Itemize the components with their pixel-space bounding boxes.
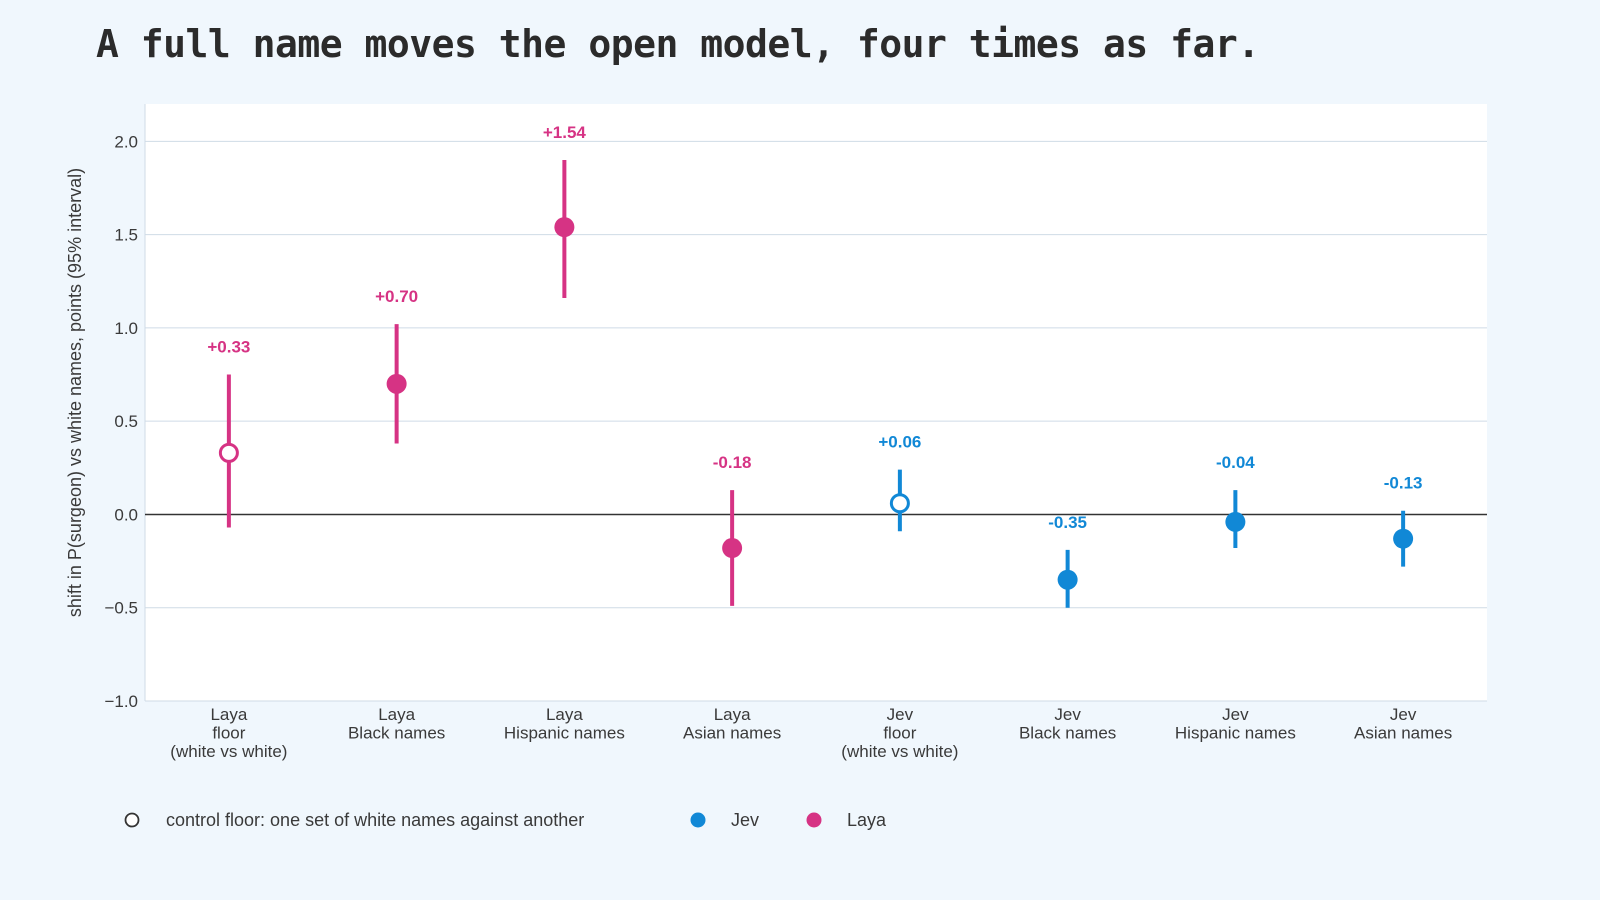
- x-tick-label-line: Jev: [1222, 705, 1249, 724]
- data-label: -0.04: [1216, 453, 1255, 472]
- x-tick-label-line: Asian names: [683, 724, 781, 743]
- x-tick-label-line: Laya: [210, 705, 247, 724]
- x-tick-label: Jev Black names: [1019, 705, 1116, 743]
- y-tick-label: −0.5: [104, 599, 138, 618]
- x-tick-label-line: floor: [212, 724, 245, 743]
- legend-marker-jev: [690, 812, 706, 828]
- x-tick-label-line: Laya: [714, 705, 751, 724]
- y-tick-label: −1.0: [104, 692, 138, 711]
- y-tick-label: 1.5: [114, 226, 138, 245]
- legend-label: Jev: [731, 810, 759, 830]
- data-label: +0.70: [375, 287, 418, 306]
- x-tick-label: Laya Black names: [348, 705, 445, 743]
- x-tick-label-line: Black names: [348, 724, 445, 743]
- data-label: +0.06: [878, 433, 921, 452]
- point-marker: [554, 217, 575, 238]
- y-tick-label: 1.0: [114, 319, 138, 338]
- x-tick-label-line: Laya: [378, 705, 415, 724]
- legend-marker-laya: [806, 812, 822, 828]
- x-tick-label: Laya floor (white vs white): [170, 705, 287, 761]
- legend-label: control floor: one set of white names ag…: [166, 810, 584, 830]
- data-label: +1.54: [543, 123, 587, 142]
- x-tick-label-line: floor: [883, 724, 916, 743]
- point-marker-control: [218, 442, 239, 463]
- point-marker: [1057, 569, 1078, 590]
- x-tick-label-line: Jev: [1054, 705, 1081, 724]
- point-marker: [722, 538, 743, 559]
- point-marker: [1393, 528, 1414, 549]
- x-tick-label-line: (white vs white): [841, 742, 958, 761]
- plot-area: [145, 104, 1487, 701]
- x-tick-label: Laya Asian names: [683, 705, 781, 743]
- x-tick-label: Laya Hispanic names: [504, 705, 625, 743]
- x-tick-label: Jev Hispanic names: [1175, 705, 1296, 743]
- x-tick-label-line: Hispanic names: [1175, 724, 1296, 743]
- x-tick-label-line: Hispanic names: [504, 724, 625, 743]
- data-label: -0.35: [1048, 513, 1087, 532]
- y-tick-label: 0.0: [114, 505, 138, 524]
- point-marker: [1225, 511, 1246, 532]
- x-tick-label-line: Laya: [546, 705, 583, 724]
- x-tick-label-line: (white vs white): [170, 742, 287, 761]
- point-marker-control: [889, 493, 910, 514]
- y-axis-title: shift in P(surgeon) vs white names, poin…: [65, 168, 85, 617]
- point-marker: [386, 373, 407, 394]
- x-tick-label-line: Jev: [1390, 705, 1417, 724]
- x-tick-label-line: Black names: [1019, 724, 1116, 743]
- x-tick-label-line: Asian names: [1354, 724, 1452, 743]
- data-label: -0.18: [713, 453, 752, 472]
- y-tick-label: 0.5: [114, 412, 138, 431]
- data-label: +0.33: [207, 338, 250, 357]
- x-tick-label: Jev floor (white vs white): [841, 705, 958, 761]
- legend-marker-control: [124, 812, 140, 828]
- chart-title: A full name moves the open model, four t…: [96, 22, 1260, 66]
- legend-label: Laya: [847, 810, 887, 830]
- data-label: -0.13: [1384, 474, 1423, 493]
- y-tick-label: 2.0: [114, 132, 138, 151]
- x-tick-label-line: Jev: [887, 705, 914, 724]
- x-tick-label: Jev Asian names: [1354, 705, 1452, 743]
